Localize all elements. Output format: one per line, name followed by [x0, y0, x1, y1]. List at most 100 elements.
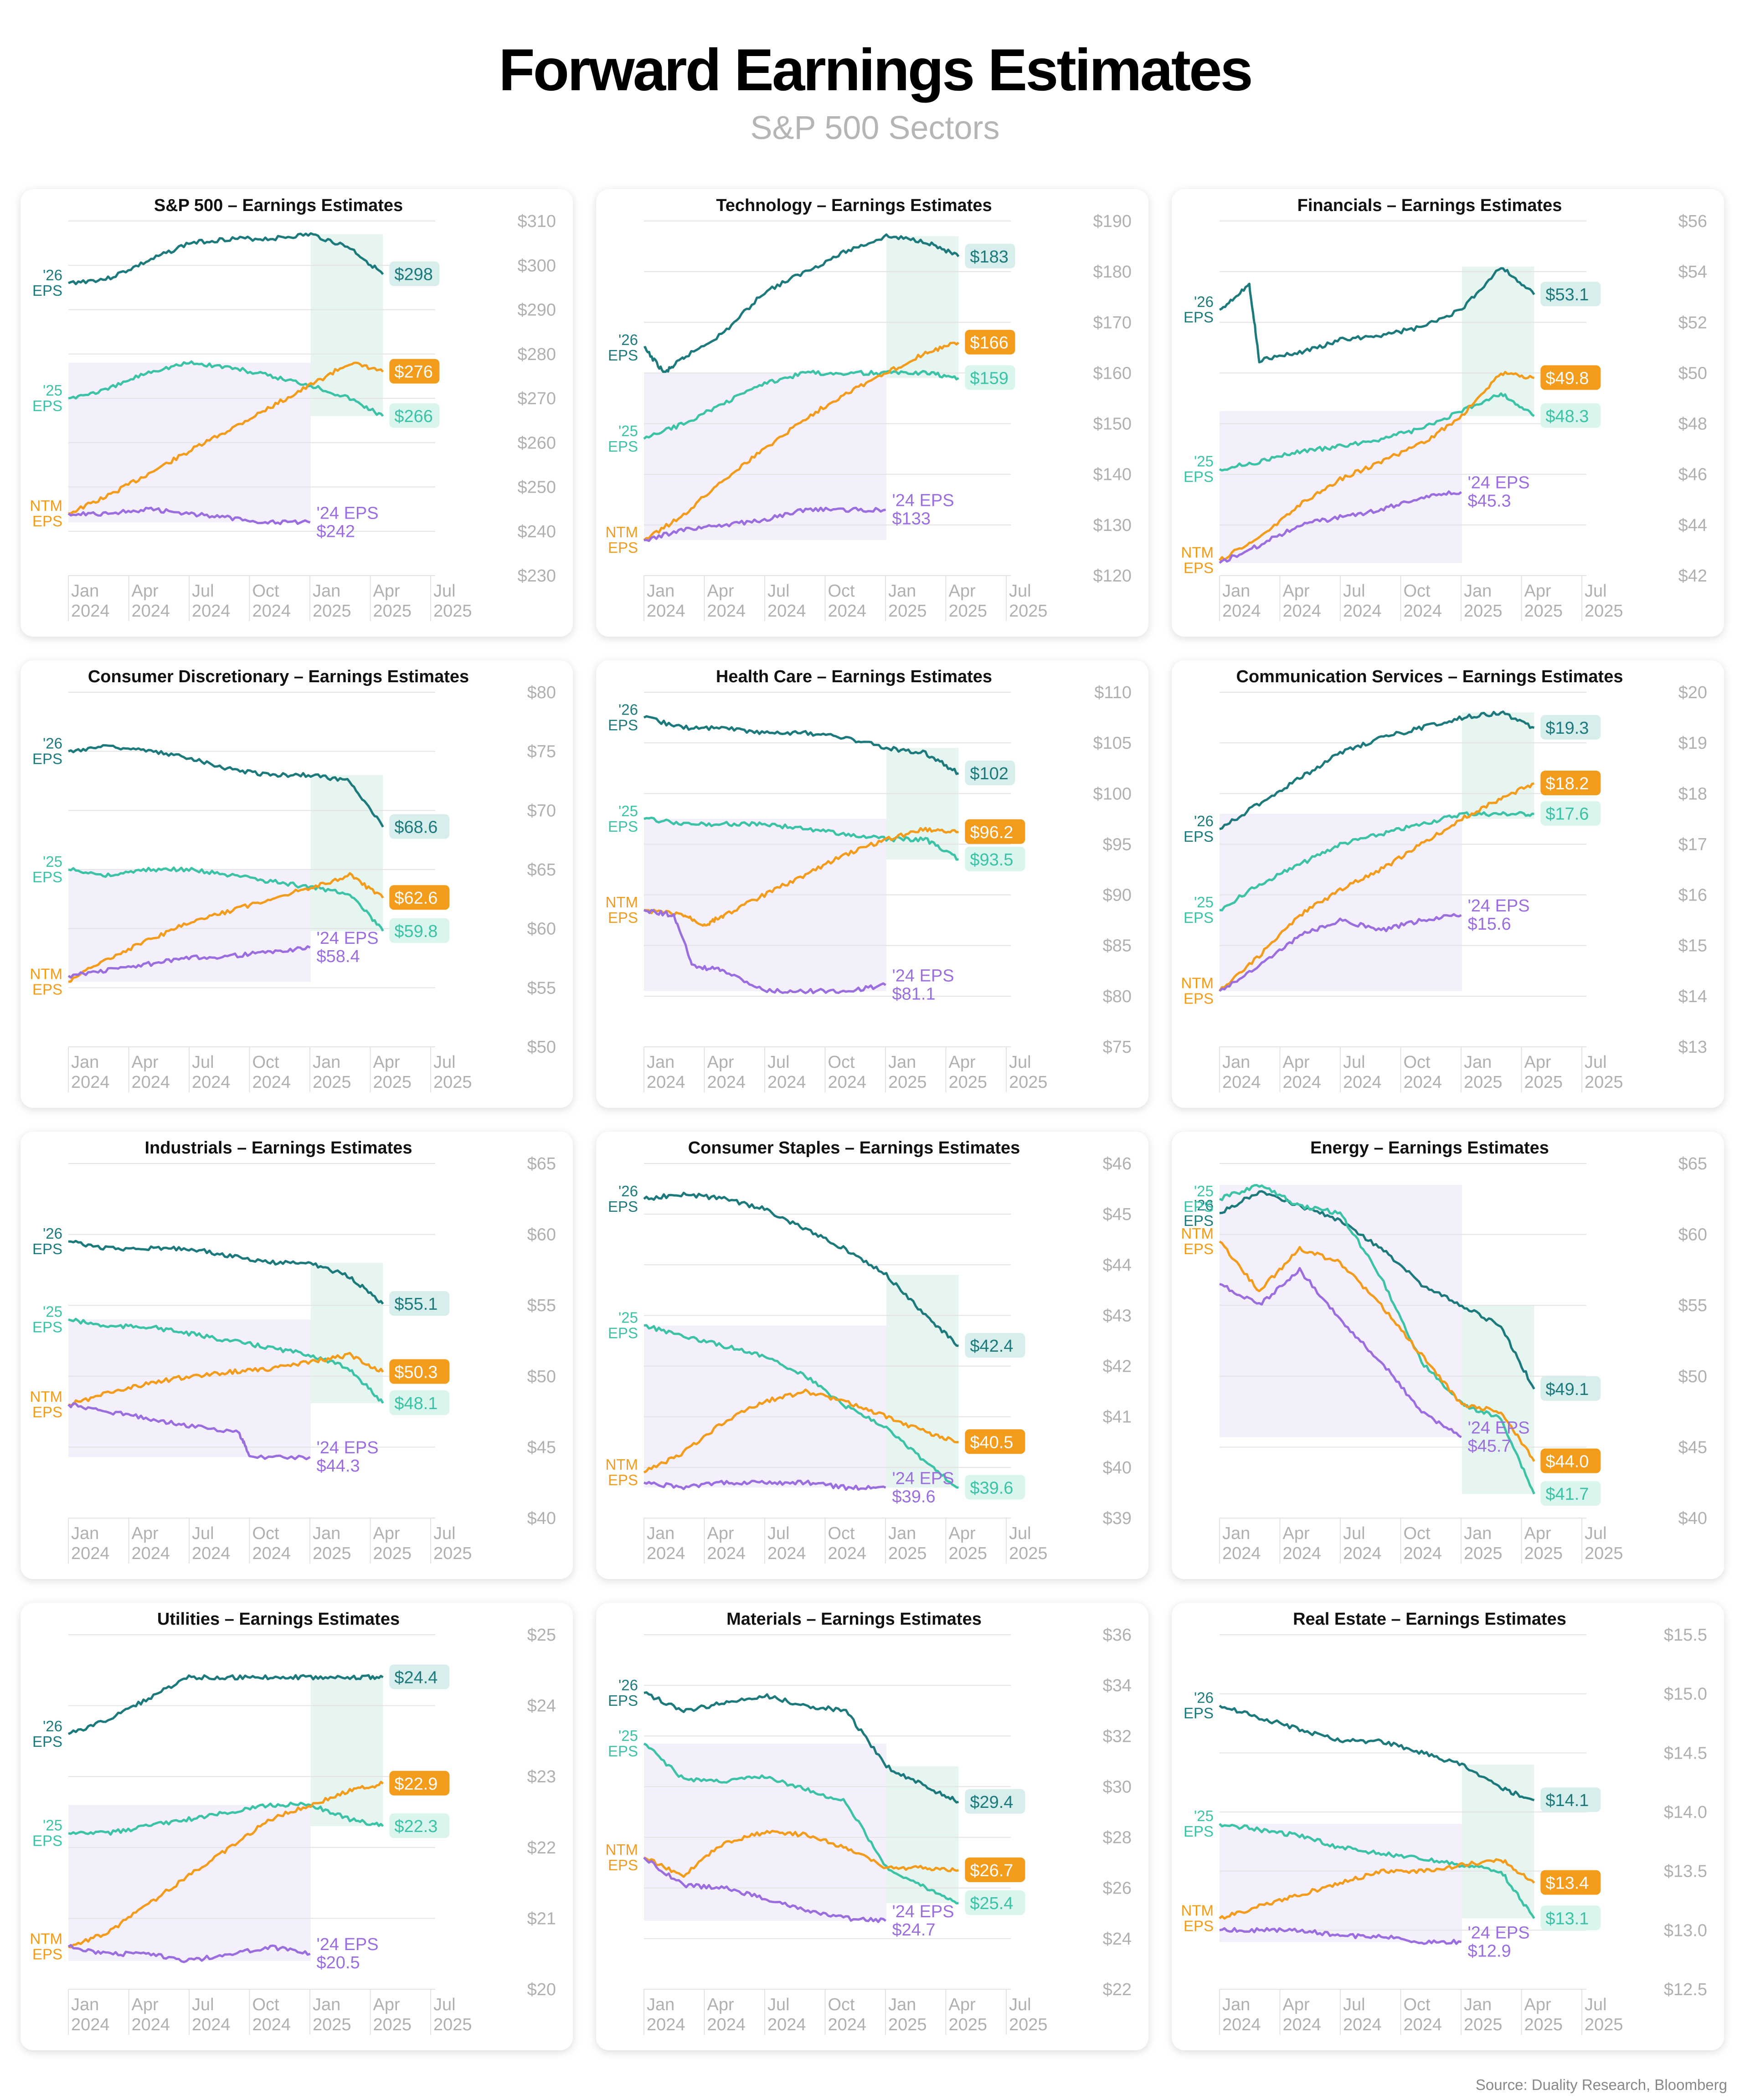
end-value-label: '24 EPS — [316, 504, 378, 523]
y-tick-label: $65 — [527, 860, 556, 880]
x-tick-year: 2024 — [1283, 1544, 1322, 1563]
x-tick-month: Jan — [313, 582, 340, 601]
source-note: Source: Duality Research, Bloomberg — [1475, 2076, 1727, 2093]
end-value-label: $45.7 — [1467, 1437, 1511, 1456]
x-tick-year: 2025 — [1464, 1544, 1503, 1563]
series-label: EPS — [608, 1743, 638, 1760]
x-tick-year: 2024 — [1222, 602, 1261, 621]
end-value-label: $133 — [892, 510, 931, 529]
shade-2025 — [1462, 267, 1534, 416]
chart-title: Industrials – Earnings Estimates — [144, 1138, 412, 1158]
y-tick-label: $55 — [1678, 1296, 1707, 1315]
y-tick-label: $15.5 — [1664, 1626, 1707, 1645]
series-line — [643, 816, 959, 861]
x-tick-month: Jul — [767, 1995, 790, 2014]
x-tick-month: Jan — [888, 582, 916, 601]
end-value-label: $17.6 — [1545, 805, 1589, 824]
series-label: EPS — [1184, 1823, 1214, 1840]
series-label: EPS — [608, 1692, 638, 1709]
y-tick-label: $36 — [1103, 1626, 1132, 1645]
series-label: EPS — [1184, 1212, 1214, 1229]
series-line — [643, 1857, 887, 1923]
end-value-badge: $26.7 — [965, 1857, 1025, 1882]
x-tick-month: Jan — [1464, 582, 1492, 601]
x-tick-month: Oct — [1404, 1053, 1431, 1072]
series-line — [67, 1402, 311, 1461]
end-value-label: $22.3 — [394, 1817, 438, 1836]
x-tick-month: Apr — [1283, 582, 1310, 601]
end-value-label: '24 EPS — [892, 1469, 954, 1488]
series-label: EPS — [1184, 1917, 1214, 1934]
y-tick-label: $310 — [517, 212, 556, 231]
end-value-badge: $49.8 — [1540, 365, 1601, 390]
x-tick-year: 2024 — [828, 1073, 867, 1092]
x-tick-month: Apr — [1524, 1995, 1551, 2014]
series-label: EPS — [1184, 1198, 1214, 1215]
end-value-badge: $48.1 — [389, 1390, 450, 1415]
end-value-label: $14.1 — [1545, 1791, 1589, 1810]
chart-title: Real Estate – Earnings Estimates — [1293, 1610, 1566, 1629]
x-tick-year: 2024 — [1404, 2015, 1442, 2034]
x-tick-year: 2024 — [1283, 602, 1322, 621]
y-tick-label: $65 — [1678, 1154, 1707, 1174]
y-tick-label: $60 — [1678, 1225, 1707, 1245]
end-value-label: $26.7 — [970, 1861, 1013, 1880]
series-label: NTM — [606, 894, 638, 911]
x-tick-month: Jul — [1009, 1524, 1031, 1543]
x-tick-year: 2025 — [433, 1544, 472, 1563]
end-value-badge: $25.4 — [965, 1890, 1025, 1915]
x-tick-year: 2025 — [1009, 2015, 1048, 2034]
series-line — [1219, 392, 1535, 472]
x-tick-year: 2025 — [1585, 1544, 1623, 1563]
x-tick-year: 2024 — [1404, 602, 1442, 621]
series-line — [643, 909, 886, 994]
y-tick-label: $18 — [1678, 784, 1707, 803]
chart-title: Technology – Earnings Estimates — [716, 196, 992, 215]
series-line — [643, 1830, 959, 1878]
series-line — [68, 1352, 384, 1406]
x-tick-month: Jan — [888, 1995, 916, 2014]
chart-svg: Consumer Staples – Earnings Estimates $46… — [606, 1138, 1132, 1564]
shade-2024 — [68, 870, 311, 982]
series-line — [1219, 1927, 1462, 1945]
x-tick-month: Jan — [71, 1995, 99, 2014]
y-tick-label: $42 — [1103, 1357, 1132, 1376]
x-tick-month: Apr — [1283, 1053, 1310, 1072]
x-tick-month: Oct — [252, 582, 280, 601]
x-tick-year: 2025 — [949, 602, 988, 621]
x-tick-year: 2024 — [1222, 2015, 1261, 2034]
y-tick-label: $24 — [527, 1697, 556, 1716]
x-tick-month: Jan — [313, 1053, 340, 1072]
y-tick-label: $22 — [1103, 1980, 1132, 1999]
chart-title: Consumer Discretionary – Earnings Estima… — [88, 667, 469, 686]
x-tick-year: 2024 — [1404, 1544, 1442, 1563]
y-tick-label: $20 — [527, 1980, 556, 1999]
chart-title: Materials – Earnings Estimates — [726, 1610, 982, 1629]
series-label: EPS — [32, 1946, 62, 1963]
end-value-badge: $59.8 — [389, 918, 450, 943]
series-label: '25 — [618, 1727, 638, 1744]
end-value-label: $102 — [970, 764, 1009, 783]
x-tick-year: 2025 — [313, 602, 351, 621]
series-label: '26 — [43, 1718, 62, 1735]
series-label: '26 — [43, 1225, 62, 1242]
end-value-label: $39.6 — [970, 1478, 1013, 1498]
end-value-label: $13.4 — [1545, 1874, 1589, 1893]
y-tick-label: $48 — [1678, 415, 1707, 434]
series-line — [643, 715, 959, 775]
x-tick-month: Apr — [373, 1995, 400, 2014]
y-tick-label: $46 — [1103, 1154, 1132, 1174]
x-tick-year: 2025 — [1009, 1544, 1048, 1563]
series-line — [643, 1479, 886, 1491]
x-tick-month: Jul — [767, 582, 790, 601]
y-tick-label: $23 — [527, 1767, 556, 1786]
end-value-badge: $44.0 — [1540, 1448, 1601, 1473]
x-tick-month: Jan — [1222, 1053, 1250, 1072]
y-tick-label: $230 — [517, 566, 556, 586]
y-tick-label: $54 — [1678, 262, 1707, 282]
series-label: NTM — [606, 1456, 638, 1473]
x-tick-year: 2025 — [1009, 1073, 1048, 1092]
series-line — [1219, 1823, 1535, 1919]
x-tick-year: 2024 — [192, 602, 231, 621]
x-tick-year: 2024 — [1404, 1073, 1442, 1092]
